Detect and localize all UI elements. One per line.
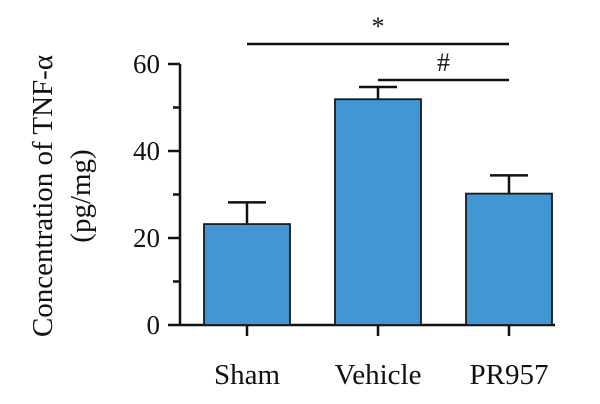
bar-sham [203, 223, 291, 326]
x-tick-label: Vehicle [335, 359, 422, 391]
significance-label: # [437, 48, 450, 77]
x-tick-label: PR957 [470, 359, 549, 391]
plot-area: 0 20 40 60 Sham Vehicle PR957 * # [133, 12, 555, 391]
y-tick-label: 40 [133, 136, 160, 166]
y-tick-label: 60 [133, 49, 160, 79]
y-tick-label: 0 [147, 310, 161, 340]
y-axis-title: Concentration of TNF-α (pg/mg) [27, 55, 97, 337]
y-axis-title-line2: (pg/mg) [65, 149, 97, 242]
y-axis-title-line1: Concentration of TNF-α [27, 55, 59, 337]
bar-pr957 [465, 192, 553, 326]
x-tick-label: Sham [214, 359, 281, 391]
bar-vehicle [334, 98, 422, 326]
significance-label: * [372, 12, 385, 41]
y-tick-label: 20 [133, 223, 160, 253]
